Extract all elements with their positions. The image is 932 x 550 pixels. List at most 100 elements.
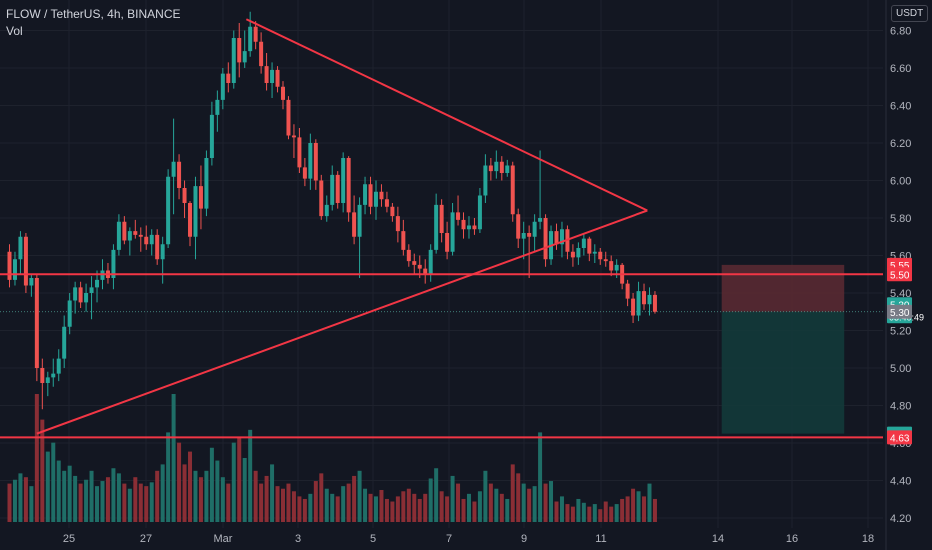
candlesticks	[7, 11, 657, 410]
candle-body	[89, 287, 94, 293]
volume-bar	[652, 498, 657, 522]
candle-body	[647, 294, 652, 305]
volume-bar	[264, 475, 269, 522]
candle-body	[84, 293, 89, 303]
candle-body	[138, 234, 143, 237]
volume-bar	[647, 483, 652, 522]
candle-body	[631, 298, 636, 316]
volume-bar	[177, 442, 182, 522]
candle-body	[417, 264, 422, 269]
currency-unit-badge[interactable]: USDT	[891, 5, 929, 22]
volume-bar	[576, 498, 581, 522]
volume-bar	[286, 483, 291, 522]
candle-body	[472, 225, 477, 230]
volume-bar	[89, 470, 94, 522]
candle-body	[516, 214, 521, 239]
volume-bar	[149, 482, 154, 522]
volume-bar	[363, 488, 368, 522]
candle-body	[330, 174, 335, 205]
candle-body	[45, 377, 50, 383]
volume-bar	[395, 496, 400, 522]
volume-bar	[538, 432, 543, 522]
candle-body	[614, 264, 619, 271]
candle-body	[598, 251, 603, 260]
position-tool[interactable]	[0, 264, 883, 434]
grid	[0, 0, 883, 528]
candle-body	[384, 199, 389, 207]
volume-bar	[291, 491, 296, 522]
volume-bar	[461, 498, 466, 522]
volume-bar	[477, 491, 482, 522]
candle-body	[576, 248, 581, 258]
candle-body	[127, 231, 132, 241]
volume-bar	[18, 473, 23, 522]
candle-body	[193, 186, 198, 237]
price-axis[interactable]: 4.204.404.604.805.005.205.405.605.806.00…	[885, 0, 911, 550]
volume-bar	[105, 477, 110, 522]
volume-bar	[313, 481, 318, 522]
candle-body	[253, 26, 258, 42]
volume-bar	[144, 486, 149, 522]
candle-body	[204, 158, 209, 209]
stop-loss-zone	[721, 264, 845, 312]
candle-body	[527, 233, 532, 237]
volume-bar	[587, 506, 592, 522]
time-tick-label: Mar	[214, 533, 233, 545]
candle-body	[363, 184, 368, 205]
time-axis[interactable]: 25 27 Mar 3 5 7 9 11 14 16 18	[63, 533, 874, 545]
price-tick-label: 5.80	[890, 213, 911, 225]
price-tick-label: 6.80	[890, 26, 911, 38]
candle-body	[642, 291, 647, 305]
volume-bar	[133, 477, 138, 522]
time-tick-label: 9	[521, 533, 527, 545]
volume-bar	[253, 470, 258, 522]
volume-bar	[62, 470, 67, 522]
volume-bar	[297, 496, 302, 522]
volume-bar	[237, 437, 242, 522]
candle-body	[445, 233, 450, 252]
candle-body	[603, 259, 608, 262]
volume-bar	[73, 475, 78, 522]
candle-body	[538, 218, 543, 222]
time-tick-label: 25	[63, 533, 75, 545]
candle-body	[209, 114, 214, 158]
candle-body	[155, 234, 160, 260]
volume-bars	[7, 394, 657, 522]
candle-body	[275, 69, 280, 87]
candle-body	[198, 186, 203, 209]
symbol-title: FLOW / TetherUS, 4h, BINANCE	[6, 7, 181, 21]
price-label-badge	[887, 430, 912, 445]
candle-body	[62, 326, 67, 359]
candle-body	[297, 137, 302, 168]
candle-body	[423, 268, 428, 275]
candle-body	[592, 251, 597, 254]
volume-bar	[23, 477, 28, 522]
volume-bar	[598, 509, 603, 522]
volume-bar	[614, 504, 619, 522]
volume-bar	[193, 470, 198, 522]
candle-body	[23, 236, 28, 286]
drawings[interactable]	[0, 18, 883, 439]
price-label-badge	[887, 267, 912, 282]
candle-body	[379, 191, 384, 200]
candle-body	[450, 212, 455, 252]
volume-bar	[100, 481, 105, 522]
candle-body	[308, 143, 313, 179]
candle-body	[505, 165, 510, 173]
volume-bar	[226, 483, 231, 522]
volume-bar	[581, 502, 586, 522]
candle-body	[346, 158, 351, 213]
candle-body	[149, 234, 154, 245]
candle-body	[357, 204, 362, 237]
candle-body	[395, 216, 400, 232]
candle-body	[581, 238, 586, 248]
candle-body	[313, 143, 318, 181]
candle-body	[248, 26, 253, 52]
price-tick-label: 5.20	[890, 326, 911, 338]
candle-body	[51, 373, 56, 378]
candle-body	[532, 221, 537, 237]
candle-body	[270, 69, 275, 83]
volume-bar	[198, 477, 203, 522]
time-tick-label: 7	[446, 533, 452, 545]
